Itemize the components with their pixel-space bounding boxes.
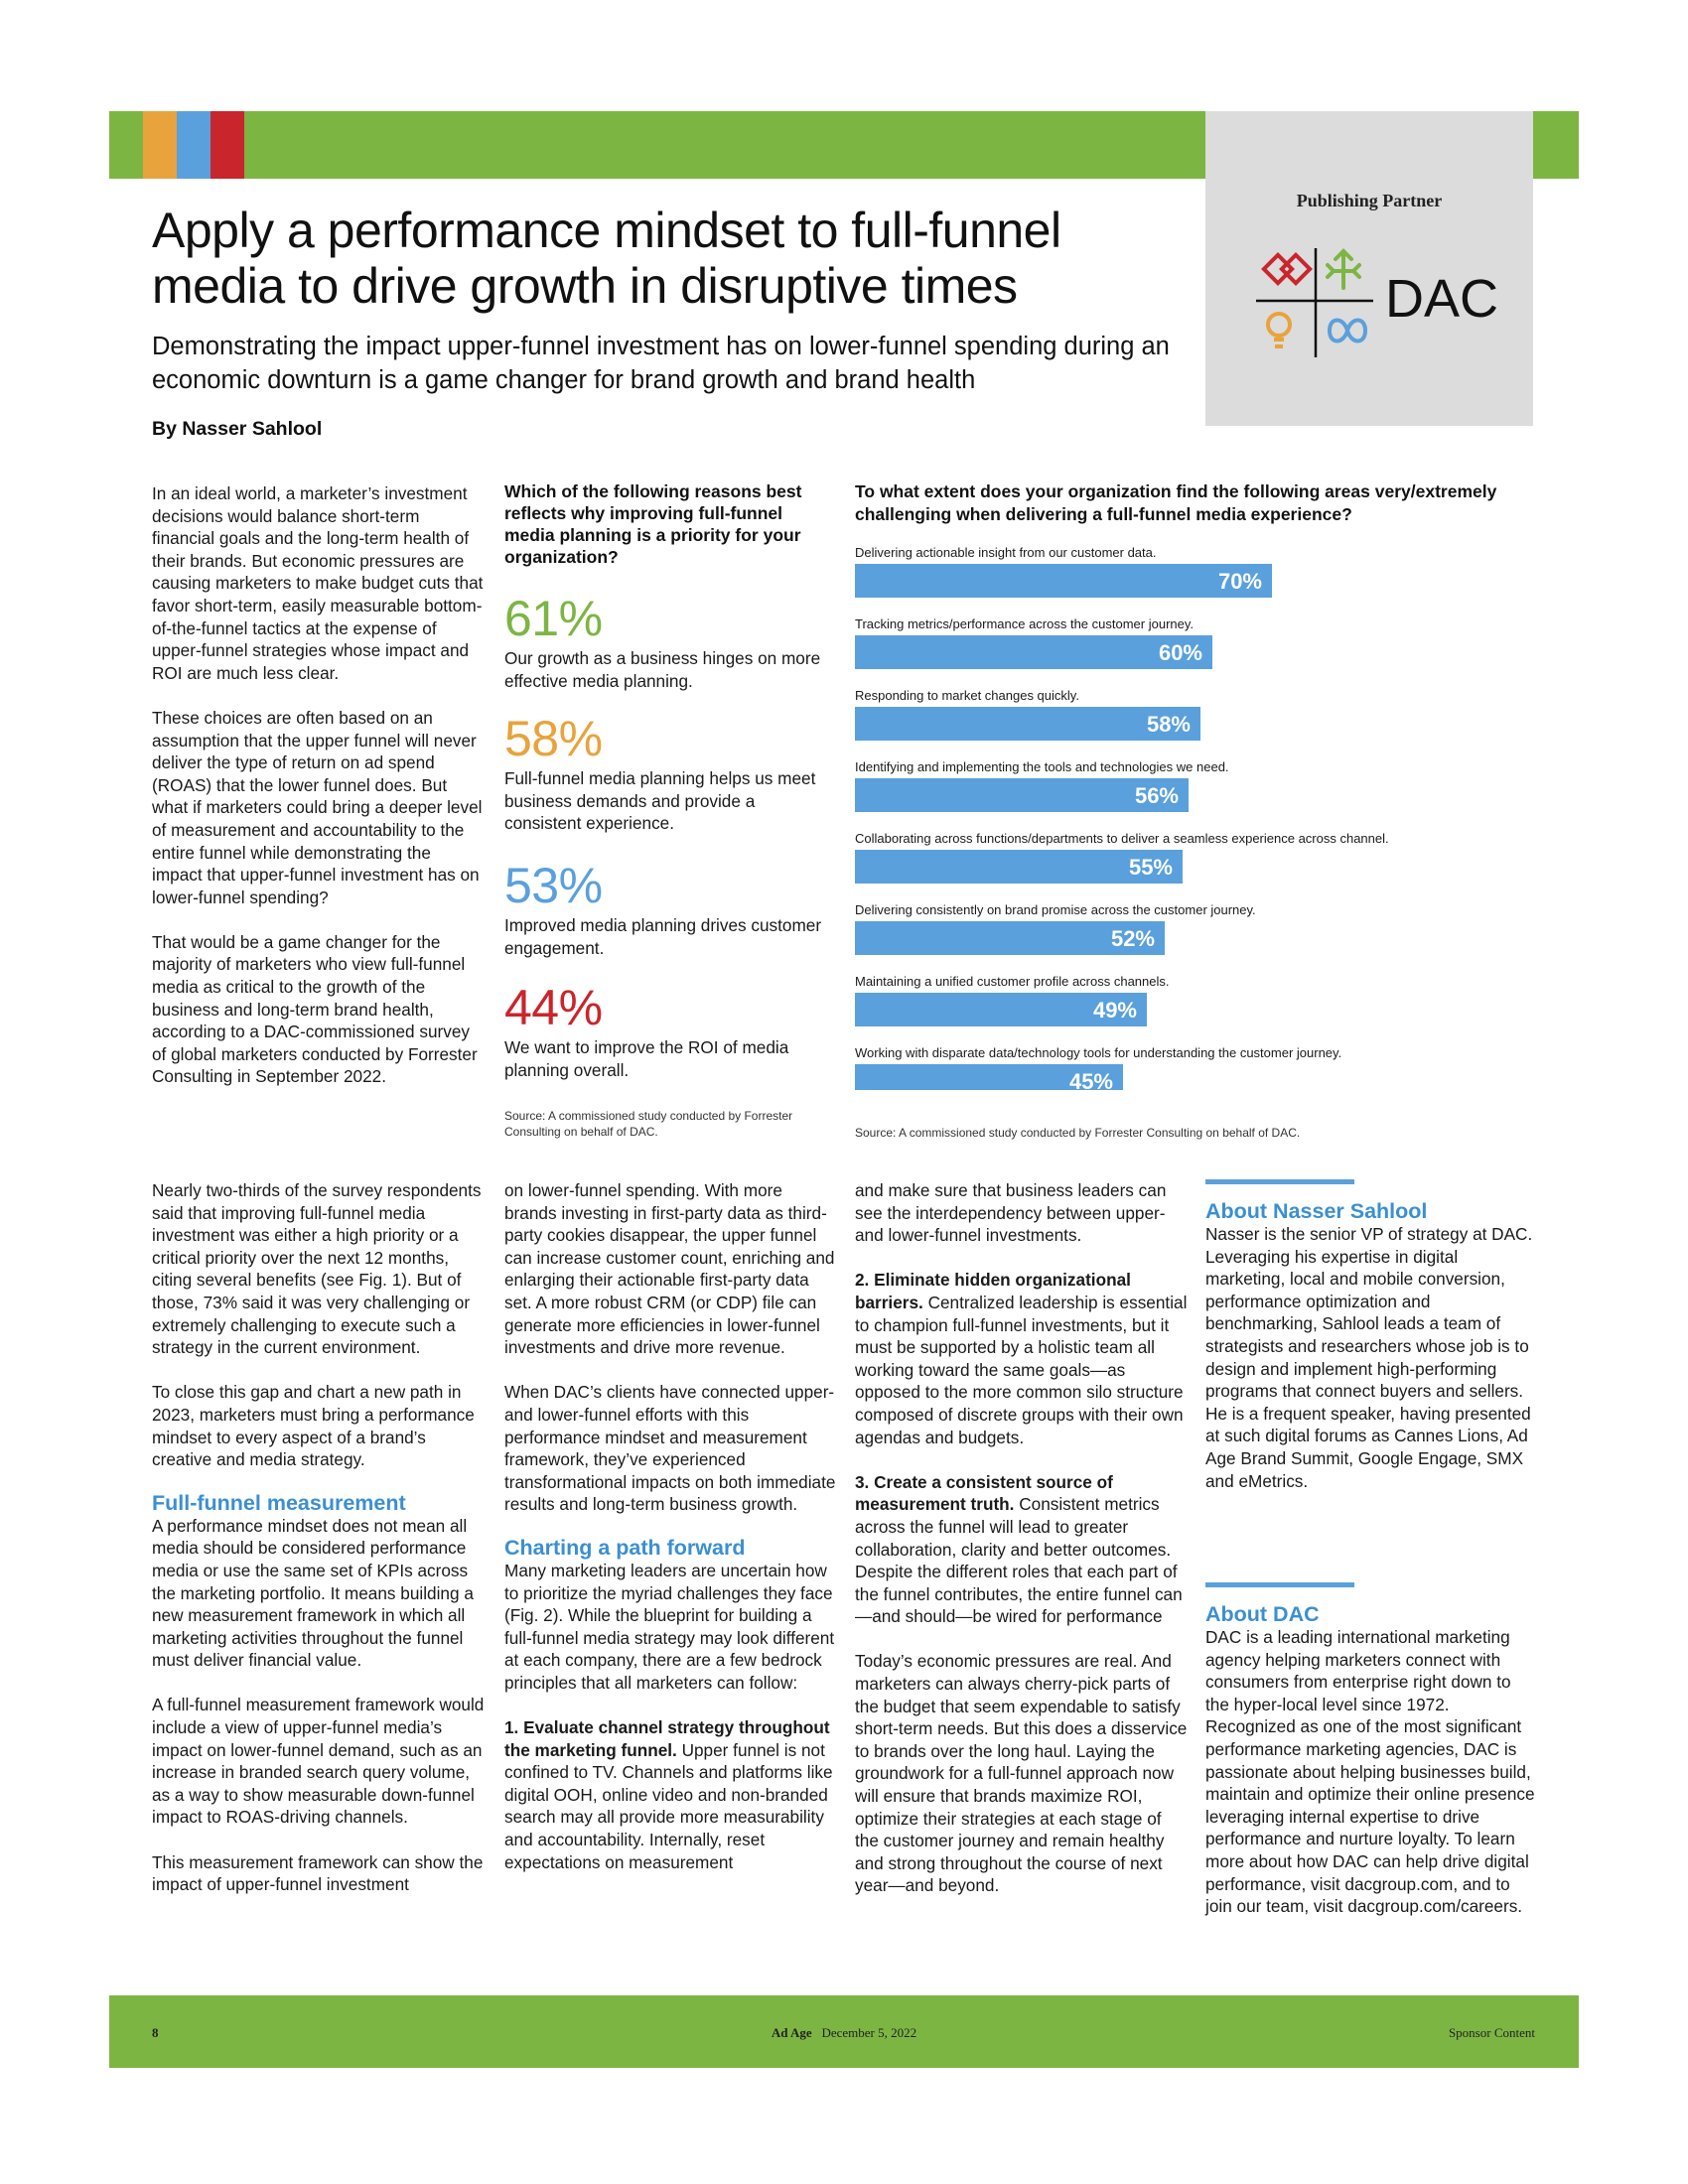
stat-text: Improved media planning drives customer …: [504, 915, 822, 958]
stats-question: Which of the following reasons best refl…: [504, 481, 802, 567]
chart-value-label: 52%: [1111, 926, 1155, 951]
footer-publication: Ad Age December 5, 2022: [695, 2025, 993, 2041]
sponsor-content-label: Sponsor Content: [1448, 2025, 1535, 2040]
chart-bar: [855, 921, 1165, 955]
body-column-3: and make sure that business leaders can …: [855, 1179, 1188, 1897]
chart-bar: [855, 635, 1212, 669]
body-paragraph: on lower-funnel spending. With more bran…: [504, 1180, 835, 1358]
body-paragraph: To close this gap and chart a new path i…: [152, 1382, 475, 1470]
stat-percent: 58%: [504, 711, 603, 766]
stripe-blue: [177, 111, 211, 179]
intro-paragraph-1: In an ideal world, a marketer’s investme…: [152, 483, 484, 683]
chart-value-label: 70%: [1218, 569, 1262, 594]
dac-logo-text: DAC: [1385, 269, 1498, 329]
chart-value-label: 49%: [1093, 998, 1137, 1023]
stripe-red: [211, 111, 244, 179]
about-author-text: Nasser is the senior VP of strategy at D…: [1205, 1224, 1533, 1491]
publishing-partner-box: [1205, 111, 1533, 426]
principle-1-text: Upper funnel is not confined to TV. Chan…: [504, 1739, 833, 1872]
chart-category-label: Working with disparate data/technology t…: [855, 1045, 1341, 1060]
principle-3: 3. Create a consistent source of measure…: [855, 1471, 1188, 1628]
lightbulb-icon: [1266, 312, 1292, 348]
chart-category-label: Delivering consistently on brand promise…: [855, 902, 1256, 917]
chart-category-label: Identifying and implementing the tools a…: [855, 759, 1229, 774]
diamond-chain-icon: [1261, 252, 1313, 286]
principle-3-title: 3. Create a consistent source of measure…: [855, 1471, 1113, 1515]
stripe-orange: [143, 111, 177, 179]
stat-item: 44% We want to improve the ROI of media …: [504, 983, 832, 1081]
principle-1: 1. Evaluate channel strategy throughout …: [504, 1716, 837, 1873]
byline: By Nasser Sahlool: [152, 418, 323, 440]
chart-value-label: 56%: [1135, 783, 1179, 808]
body-paragraph: A performance mindset does not mean all …: [152, 1515, 474, 1671]
challenges-bar-chart: Delivering actionable insight from our c…: [855, 545, 1389, 1090]
chart-value-label: 55%: [1129, 855, 1173, 880]
stat-item: 53% Improved media planning drives custo…: [504, 861, 832, 959]
section-heading-measurement: Full-funnel measurement: [152, 1490, 406, 1515]
chart-source: Source: A commissioned study conducted b…: [855, 1126, 1301, 1140]
stat-text: Our growth as a business hinges on more …: [504, 648, 821, 691]
stat-item: 61% Our growth as a business hinges on m…: [504, 594, 832, 692]
principle-1-title: 1. Evaluate channel strategy throughout …: [504, 1717, 830, 1760]
chart-value-label: 45%: [1069, 1069, 1113, 1090]
chart-bar: [855, 564, 1272, 598]
publication-date: December 5, 2022: [821, 2025, 917, 2040]
chart-value-label: 60%: [1159, 640, 1202, 665]
stat-text: Full-funnel media planning helps us meet…: [504, 768, 816, 834]
publishing-partner-label: Publishing Partner: [1296, 191, 1443, 210]
footer-band: [109, 1995, 1579, 2068]
chart-bar: [855, 1064, 1123, 1090]
intro-paragraph-2: These choices are often based on an assu…: [152, 707, 483, 907]
stat-percent: 61%: [504, 591, 603, 646]
body-paragraph: This measurement framework can show the …: [152, 1851, 484, 1895]
chart-title: To what extent does your organization fi…: [855, 481, 1497, 524]
chart-bar: [855, 993, 1147, 1026]
stat-percent: 44%: [504, 980, 603, 1035]
chart-bar: [855, 778, 1189, 812]
about-dac-box: About DAC DAC is a leading international…: [1205, 1602, 1538, 1918]
about-author-box: About Nasser Sahlool Nasser is the senio…: [1205, 1199, 1538, 1492]
arrows-icon: [1326, 248, 1361, 290]
intro-column: In an ideal world, a marketer’s investme…: [152, 482, 485, 1088]
chart-bar: [855, 850, 1183, 884]
headline: Apply a performance mindset to full-funn…: [152, 203, 1061, 314]
intro-paragraph-3: That would be a game changer for the maj…: [152, 931, 478, 1087]
body-paragraph: A full-funnel measurement framework woul…: [152, 1695, 485, 1828]
body-column-2: on lower-funnel spending. With more bran…: [504, 1179, 837, 1873]
about-dac-heading: About DAC: [1205, 1602, 1320, 1626]
body-paragraph: Many marketing leaders are uncertain how…: [504, 1560, 835, 1693]
about-author-heading: About Nasser Sahlool: [1205, 1199, 1428, 1223]
chart-value-label: 58%: [1147, 712, 1191, 737]
principle-2-title: 2. Eliminate hidden organizational barri…: [855, 1270, 1131, 1312]
body-paragraph: When DAC’s clients have connected upper-…: [504, 1382, 836, 1515]
about-dac-text: DAC is a leading international marketing…: [1205, 1627, 1535, 1917]
infinity-icon: [1327, 318, 1368, 343]
principle-2-text: Centralized leadership is essential to c…: [855, 1292, 1188, 1447]
body-paragraph: and make sure that business leaders can …: [855, 1180, 1167, 1246]
about-dac-rule: [1205, 1582, 1354, 1587]
stat-percent: 53%: [504, 858, 603, 913]
subheadline: Demonstrating the impact upper-funnel in…: [152, 333, 1170, 394]
chart-category-label: Tracking metrics/performance across the …: [855, 616, 1194, 631]
body-paragraph: Today’s economic pressures are real. And…: [855, 1651, 1188, 1896]
chart-category-label: Delivering actionable insight from our c…: [855, 545, 1156, 560]
body-paragraph: Nearly two-thirds of the survey responde…: [152, 1180, 482, 1358]
publication-name: Ad Age: [771, 2025, 812, 2040]
chart-category-label: Maintaining a unified customer profile a…: [855, 974, 1170, 989]
section-heading-path-forward: Charting a path forward: [504, 1535, 746, 1560]
dac-logo: DAC: [1256, 248, 1498, 357]
chart-category-label: Responding to market changes quickly.: [855, 688, 1079, 703]
body-column-1: Nearly two-thirds of the survey responde…: [152, 1179, 485, 1896]
stat-text: We want to improve the ROI of media plan…: [504, 1037, 789, 1080]
page-number: 8: [152, 2025, 159, 2040]
chart-bar: [855, 707, 1200, 741]
principle-2: 2. Eliminate hidden organizational barri…: [855, 1269, 1188, 1448]
chart-category-label: Collaborating across functions/departmen…: [855, 831, 1389, 846]
stats-source: Source: A commissioned study conducted b…: [504, 1109, 793, 1139]
about-author-rule: [1205, 1179, 1354, 1184]
stat-item: 58% Full-funnel media planning helps us …: [504, 714, 832, 835]
principle-3-text: Consistent metrics across the funnel wil…: [855, 1494, 1183, 1627]
